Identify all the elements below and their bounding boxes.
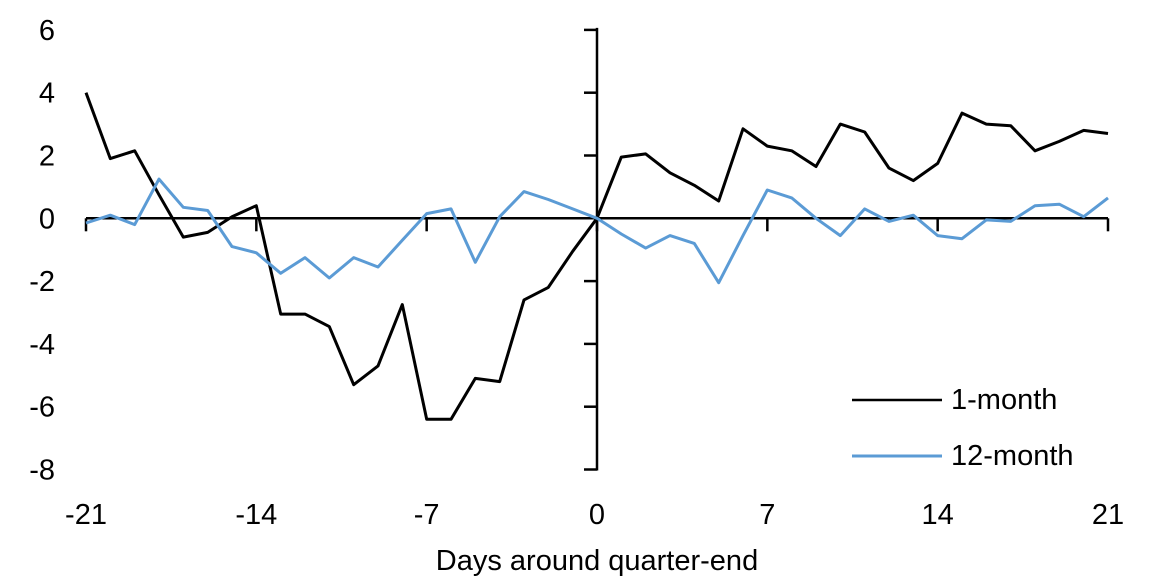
y-axis-tick-label: -4: [29, 329, 55, 361]
y-axis-tick-label: -6: [29, 392, 55, 424]
series-lines: [84, 92, 1109, 421]
x-axis-tick-label: 14: [922, 499, 954, 531]
series-line-12-month: [85, 177, 1109, 285]
x-axis-tick-label: 0: [589, 499, 605, 531]
legend: 1-month 12-month: [852, 384, 1074, 472]
y-axis-tick-label: 2: [39, 141, 55, 173]
legend-label-1-month: 1-month: [951, 384, 1057, 416]
y-axis-tick-label: 4: [39, 78, 55, 110]
x-axis-tick-label: 7: [759, 499, 775, 531]
x-axis-tick-label: -7: [414, 499, 440, 531]
x-axis-tick-label: -21: [65, 499, 107, 531]
legend-label-12-month: 12-month: [951, 440, 1074, 472]
x-axis-tick-label: 21: [1092, 499, 1124, 531]
axis-tick-labels: -21 -14 -7 0 7 14 21 6 4 2 0 -2 -4 -6 -8: [29, 15, 1124, 531]
y-axis-tick-label: -8: [29, 455, 55, 487]
x-axis-tick-label: -14: [235, 499, 277, 531]
y-axis-tick-label: -2: [29, 266, 55, 298]
x-axis-title: Days around quarter-end: [436, 545, 758, 577]
y-axis-tick-label: 0: [39, 203, 55, 235]
y-axis-tick-label: 6: [39, 15, 55, 47]
